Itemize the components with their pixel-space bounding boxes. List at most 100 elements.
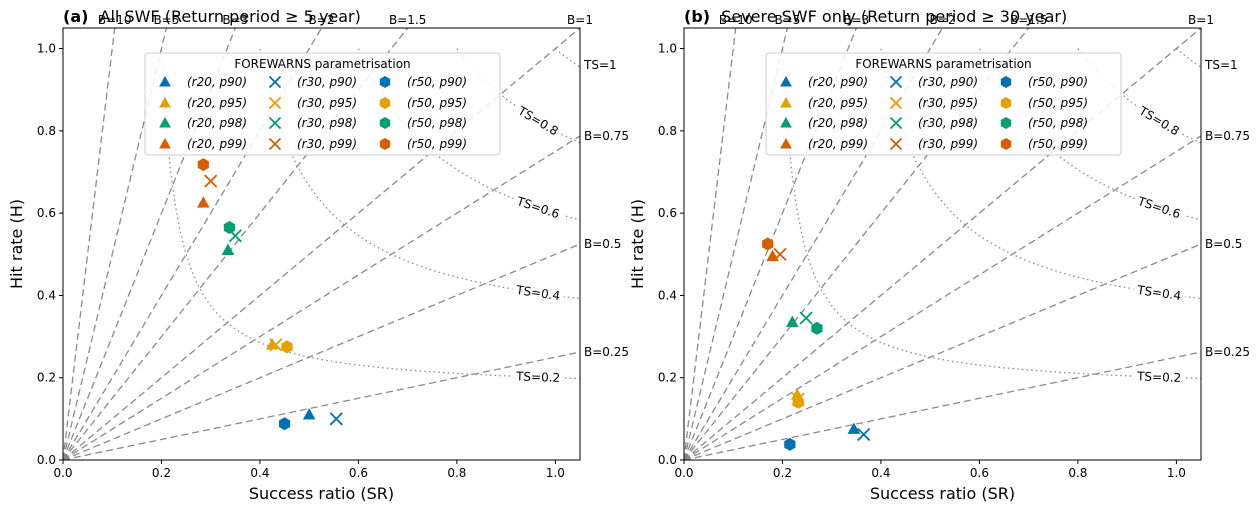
panel-b-bias-line-B-10: [684, 28, 737, 460]
panel-a-legend-marker-r20-p99: [159, 137, 171, 149]
panel-b-legend-label-r30-p90: (r30, p90): [918, 75, 978, 89]
panel-b-legend-marker-r20-p90: [780, 75, 792, 87]
panel-b-legend-label-r50-p99: (r50, p99): [1028, 137, 1088, 151]
panel-a-x-axis-label: Success ratio (SR): [249, 484, 394, 503]
panel-a-bias-label-B-2: B=2: [309, 13, 335, 27]
panel-a-legend-marker-r30-p95: [268, 96, 282, 110]
panel-a-ts-curve-TS-1: [555, 48, 580, 68]
panel-a-legend-marker-r50-p95: [379, 97, 391, 109]
panel-b-title: (b) Severe SWF only (Return period ≥ 30 …: [684, 7, 1067, 26]
panel-a-y-tick-label-0p8: 0.8: [37, 124, 56, 138]
panel-b-y-tick-label-0p2: 0.2: [658, 371, 677, 385]
panel-b-y-tick-label-0p4: 0.4: [658, 288, 677, 302]
panel-a-legend-label-r50-p99: (r50, p99): [407, 137, 467, 151]
panel-a-legend-marker-r20-p95: [159, 96, 171, 108]
panel-b-legend-marker-r50-p90: [1000, 76, 1012, 88]
panel-b-x-tick-label-0p2: 0.2: [773, 466, 792, 480]
panel-b-legend-label-r20-p99: (r20, p99): [808, 137, 868, 151]
panel-b-legend-label-r30-p95: (r30, p95): [918, 96, 978, 110]
panel-a-bias-label-B-0p25: B=0.25: [584, 345, 629, 359]
panel-b-point-r50-p98: [811, 321, 823, 335]
panel-b-x-tick-label-0p4: 0.4: [871, 466, 890, 480]
panel-a-x-tick-label-1p0: 1.0: [546, 466, 565, 480]
panel-a-point-r20-p98: [221, 243, 235, 255]
panel-a-point-r50-p95: [281, 340, 293, 354]
panel-b-bias-label-B-1p5: B=1.5: [1010, 13, 1047, 27]
panel-a-ts-label-bg-TS-0p8: [512, 100, 565, 140]
panel-b-point-r30-p99: [773, 247, 787, 261]
panel-a-bias-label-B-1: B=1: [567, 13, 593, 27]
panel-b-ts-label-bg-TS-0p4: [1132, 281, 1187, 303]
panel-b-point-r30-p98: [799, 311, 813, 325]
panel-b-bias-line-B-0p5: [684, 243, 1201, 460]
panel-b-y-tick-label-0p6: 0.6: [658, 206, 677, 220]
panel-b-legend-marker-r20-p98: [780, 116, 792, 128]
panel-a-data-points: [197, 158, 343, 431]
panel-a-ts-label-TS-0p2: TS=0.2: [515, 369, 561, 385]
panel-b-legend-marker-r50-p98: [1000, 117, 1012, 129]
panel-b-legend-marker-r30-p98: [889, 116, 903, 130]
panel-b-point-r50-p99: [762, 237, 774, 251]
panel-a-ts-label-TS-0p4: TS=0.4: [514, 283, 561, 303]
panel-b-point-r30-p90: [857, 427, 871, 442]
panel-b-ts-label-TS-0p2: TS=0.2: [1136, 369, 1182, 385]
panel-a-legend-label-r20-p98: (r20, p98): [187, 116, 247, 130]
panel-a-x-tick-label-0p0: 0.0: [53, 466, 72, 480]
panel-b-point-r50-p95: [792, 395, 804, 409]
panel-b-legend-label-r20-p98: (r20, p98): [808, 116, 868, 130]
panel-b-y-axis-label: Hit rate (H): [628, 199, 647, 289]
panel-a-point-r50-p90: [278, 417, 291, 431]
panel-a-bias-label-B-3: B=3: [222, 13, 248, 27]
panel-b-legend-marker-r20-p99: [780, 137, 792, 149]
panel-a-ts-label-TS-1: TS=1: [583, 58, 617, 72]
panel-a-bias-label-B-5: B=5: [153, 13, 179, 27]
panel-a-bias-line-B-5: [63, 28, 168, 460]
panel-b-bias-line-B-5: [684, 28, 789, 460]
panel-a-label: (a): [63, 7, 88, 26]
panel-b-bias-line-B-1p5: [684, 28, 1030, 460]
panel-a-x-tick-label-0p4: 0.4: [250, 466, 269, 480]
panel-b-legend-label-r50-p95: (r50, p95): [1028, 96, 1088, 110]
panel-a-x-tick-label-0p6: 0.6: [349, 466, 368, 480]
panel-a-y-axis-label: Hit rate (H): [7, 199, 26, 289]
panel-a-bias-line-B-0p5: [63, 243, 580, 460]
panel-b-legend-label-r50-p98: (r50, p98): [1028, 116, 1088, 130]
panel-b-legend-label-r20-p95: (r20, p95): [808, 96, 868, 110]
panel-a-legend-label-r50-p90: (r50, p90): [407, 75, 467, 89]
panel-b-ts-label-bg-TS-0p6: [1132, 191, 1187, 222]
panel-b-label: (b): [684, 7, 710, 26]
panel-b-legend-label-r20-p90: (r20, p90): [808, 75, 868, 89]
panel-a-y-tick-label-0p0: 0.0: [37, 453, 56, 467]
panel-a-legend: FOREWARNS parametrisation (r20, p90)(r20…: [144, 52, 501, 156]
panel-a-y-tick-label-1p0: 1.0: [37, 42, 56, 56]
panel-a-point-r20-p99: [197, 196, 210, 208]
panel-a-point-r30-p95: [269, 338, 283, 352]
panel-a-bias-line-B-1p5: [63, 28, 409, 460]
panel-b-y-tick-label-0p8: 0.8: [658, 124, 677, 138]
panel-a-bias-label-B-0p5: B=0.5: [584, 237, 621, 251]
panel-b-axes-frame: [683, 27, 1202, 461]
panel-b-point-r50-p90: [784, 437, 796, 451]
panel-b-legend-marker-r50-p95: [1000, 97, 1012, 109]
panel-b-legend-label-r50-p90: (r50, p90): [1028, 75, 1088, 89]
panel-a-legend-label-r20-p99: (r20, p99): [187, 137, 247, 151]
panel-a-point-r30-p90: [329, 412, 343, 426]
panel-a-legend-entries: (r20, p90) (r20, p95) (r20, p98) (r20, p99)…: [159, 75, 467, 151]
panel-a-point-r20-p90: [302, 408, 316, 420]
panel-b-data-points: [762, 237, 871, 451]
panel-a-bias-label-B-10: B=10: [98, 13, 132, 27]
panel-a-point-r30-p99: [204, 174, 218, 188]
panel-a-bias-line-B-0p25: [63, 351, 580, 460]
panel-b-x-tick-label-0p6: 0.6: [970, 466, 989, 480]
panel-a-point-r20-p95: [265, 338, 279, 350]
panel-a-ts-label-TS-0p8: TS=0.8: [515, 103, 561, 138]
panel-b-bias-label-B-1: B=1: [1188, 13, 1214, 27]
panel-a-axes-frame: [62, 27, 581, 461]
panel-b-legend-box: [765, 52, 1122, 156]
panel-b-ticks: 0.0 0.2 0.4 0.6 0.8 1.0 0.0 0.2 0.4 0.6 0.8 1.0: [658, 42, 1186, 480]
panel-b-legend-label-r30-p98: (r30, p98): [918, 116, 978, 130]
panel-a-legend-label-r20-p90: (r20, p90): [187, 75, 247, 89]
panel-b-y-tick-label-1p0: 1.0: [658, 42, 677, 56]
panel-a-legend-label-r50-p98: (r50, p98): [407, 116, 467, 130]
panel-a-bias-line-B-10: [63, 28, 116, 460]
